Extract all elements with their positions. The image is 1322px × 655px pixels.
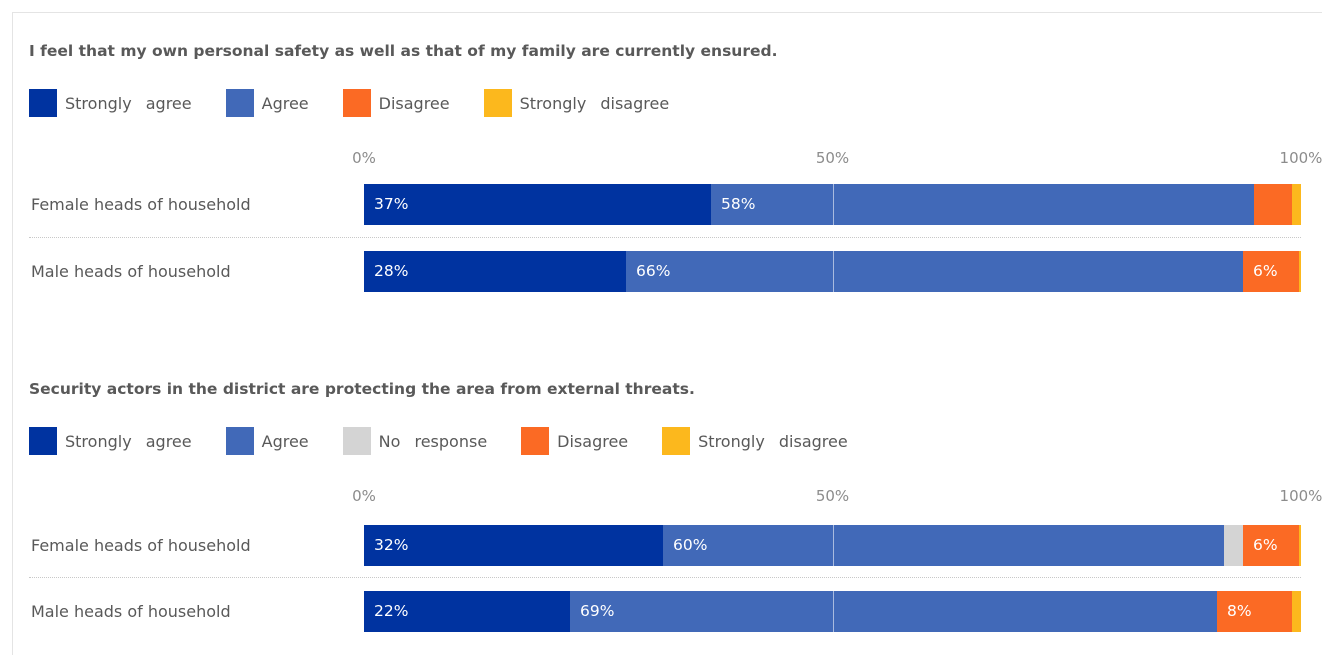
bar-segment-disagree bbox=[1243, 525, 1299, 566]
axis-tick-label: 0% bbox=[352, 487, 376, 505]
bar-segment-strongly-disagree bbox=[1299, 525, 1301, 566]
data-label: 37% bbox=[374, 195, 409, 213]
midpoint-gridline bbox=[833, 184, 834, 225]
legend-item: No response bbox=[342, 427, 488, 455]
bar-segment-agree bbox=[570, 591, 1217, 632]
legend-item: Strongly agree bbox=[29, 427, 192, 455]
legend-swatch bbox=[662, 427, 691, 455]
data-label: 58% bbox=[721, 195, 756, 213]
data-label: 32% bbox=[374, 536, 409, 554]
bar-segment-agree bbox=[626, 251, 1243, 292]
legend-item: Agree bbox=[225, 427, 309, 455]
category-label: Male heads of household bbox=[31, 602, 231, 621]
legend-label: Disagree bbox=[378, 93, 450, 113]
data-label: 66% bbox=[636, 262, 671, 280]
legend-label: Agree bbox=[261, 431, 309, 451]
legend-label: Strongly disagree bbox=[698, 431, 848, 451]
legend-swatch bbox=[483, 89, 512, 117]
legend-label: Agree bbox=[261, 93, 309, 113]
bar-segment-strongly-agree bbox=[364, 184, 711, 225]
legend-swatch bbox=[342, 427, 371, 455]
chart-legend: Strongly agree Agree No response Disagree St… bbox=[29, 427, 882, 455]
bar-segment-strongly-disagree bbox=[1292, 591, 1301, 632]
legend-item: Strongly disagree bbox=[483, 89, 670, 117]
bar-segment-disagree bbox=[1254, 184, 1292, 225]
bar-segment-strongly-disagree bbox=[1292, 184, 1301, 225]
stacked-bar: 22% 69% 8% bbox=[364, 591, 1301, 632]
legend-item: Strongly disagree bbox=[662, 427, 848, 455]
legend-swatch bbox=[29, 89, 57, 117]
data-label: 6% bbox=[1253, 536, 1278, 554]
data-label: 60% bbox=[673, 536, 708, 554]
midpoint-gridline bbox=[833, 591, 834, 632]
category-label: Female heads of household bbox=[31, 195, 251, 214]
security-actors-chart: Security actors in the district are prot… bbox=[0, 330, 1322, 650]
bar-segment-agree bbox=[711, 184, 1254, 225]
data-label: 69% bbox=[580, 602, 615, 620]
legend-label: Disagree bbox=[557, 431, 629, 451]
midpoint-gridline bbox=[833, 251, 834, 292]
data-label: 6% bbox=[1253, 262, 1278, 280]
legend-label: Strongly agree bbox=[65, 431, 192, 451]
data-label: 22% bbox=[374, 602, 409, 620]
row-separator bbox=[29, 237, 1301, 238]
bar-segment-disagree bbox=[1217, 591, 1292, 632]
stacked-bar: 37% 58% bbox=[364, 184, 1301, 225]
safety-chart: I feel that my own personal safety as we… bbox=[0, 0, 1322, 320]
bar-segment-disagree bbox=[1243, 251, 1299, 292]
bar-segment-strongly-agree bbox=[364, 251, 626, 292]
axis-tick-label: 100% bbox=[1279, 149, 1322, 167]
legend-swatch bbox=[342, 89, 371, 117]
legend-item: Disagree bbox=[342, 89, 450, 117]
axis-tick-label: 100% bbox=[1279, 487, 1322, 505]
chart-legend: Strongly agree Agree Disagree Strongly disa… bbox=[29, 89, 703, 117]
chart-frame bbox=[12, 12, 1322, 655]
legend-item: Disagree bbox=[521, 427, 628, 455]
bar-segment-strongly-disagree bbox=[1299, 251, 1301, 292]
legend-item: Strongly agree bbox=[29, 89, 192, 117]
legend-label: No response bbox=[378, 431, 488, 451]
axis-tick-label: 50% bbox=[815, 149, 850, 167]
legend-swatch bbox=[521, 427, 550, 455]
data-label: 28% bbox=[374, 262, 409, 280]
legend-item: Agree bbox=[225, 89, 309, 117]
data-label: 8% bbox=[1227, 602, 1252, 620]
legend-swatch bbox=[225, 89, 254, 117]
category-label: Female heads of household bbox=[31, 536, 251, 555]
row-separator bbox=[29, 577, 1301, 578]
legend-label: Strongly agree bbox=[65, 93, 192, 113]
stacked-bar: 32% 60% 6% bbox=[364, 525, 1301, 566]
legend-swatch bbox=[225, 427, 254, 455]
legend-label: Strongly disagree bbox=[519, 93, 670, 113]
chart-title: I feel that my own personal safety as we… bbox=[29, 42, 778, 60]
bar-segment-no-response bbox=[1224, 525, 1243, 566]
bar-segment-strongly-agree bbox=[364, 591, 570, 632]
legend-swatch bbox=[29, 427, 57, 455]
chart-title: Security actors in the district are prot… bbox=[29, 380, 695, 398]
axis-tick-label: 0% bbox=[352, 149, 376, 167]
category-label: Male heads of household bbox=[31, 262, 231, 281]
bar-segment-strongly-agree bbox=[364, 525, 663, 566]
midpoint-gridline bbox=[833, 525, 834, 566]
bar-segment-agree bbox=[663, 525, 1224, 566]
stacked-bar: 28% 66% 6% bbox=[364, 251, 1301, 292]
axis-tick-label: 50% bbox=[815, 487, 850, 505]
